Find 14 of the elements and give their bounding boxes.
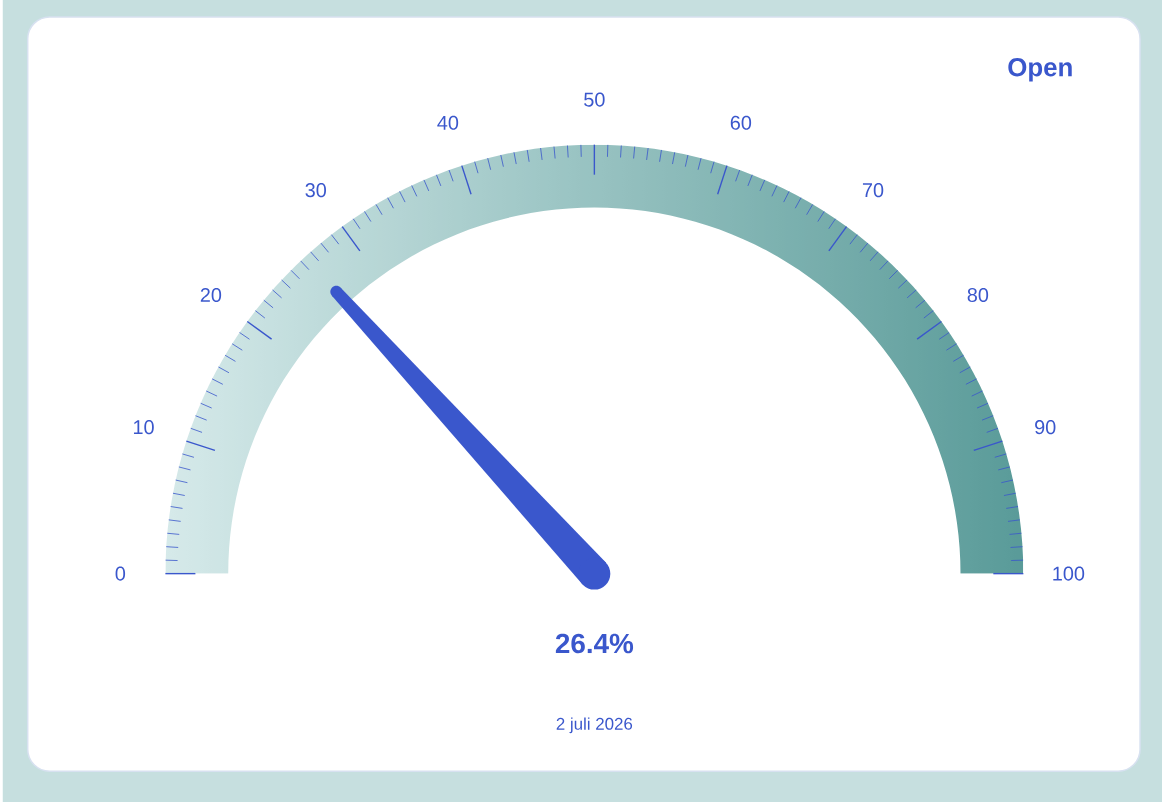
text: 60 <box>730 115 752 130</box>
text: 70 <box>862 183 884 198</box>
text: 2 juli 2026 <box>556 717 633 734</box>
text: 50 <box>584 92 605 107</box>
text: 0 <box>115 566 126 581</box>
text: 80 <box>967 287 989 302</box>
text: 10 <box>133 420 154 435</box>
text: 30 <box>305 183 327 198</box>
text: 100 <box>1053 566 1085 581</box>
text: 20 <box>200 287 222 302</box>
text: Open <box>1008 58 1072 82</box>
data-label: 26.4% <box>555 633 634 654</box>
text: 90 <box>1035 420 1056 435</box>
text: 40 <box>437 115 459 130</box>
